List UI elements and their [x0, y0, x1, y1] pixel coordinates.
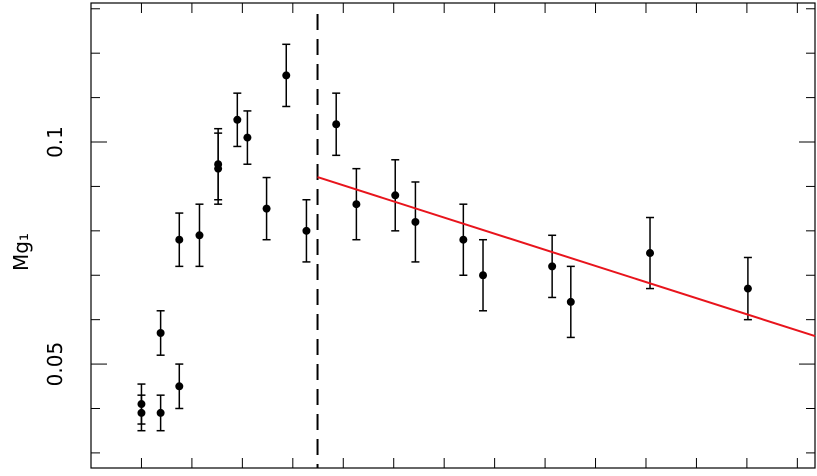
data-point [646, 249, 655, 258]
data-point [332, 120, 341, 129]
data-point [548, 262, 557, 271]
fit-line [317, 176, 816, 338]
data-point [743, 284, 752, 293]
data-point [214, 164, 223, 173]
data-point [233, 115, 242, 124]
data-point [459, 235, 468, 244]
data-point [566, 297, 575, 306]
data-point [411, 217, 420, 226]
data-point [243, 133, 252, 142]
y-tick-label: 0.1 [43, 126, 67, 158]
data-point [156, 328, 165, 337]
y-tick-label: 0.05 [43, 342, 67, 387]
data-point [391, 191, 400, 200]
data-point [352, 200, 361, 209]
data-point [137, 408, 146, 417]
data-point [302, 226, 311, 235]
data-point [195, 231, 204, 240]
data-point [175, 382, 184, 391]
data-point [175, 235, 184, 244]
plot-frame [90, 2, 816, 469]
y-axis-label: Mg₁ [9, 233, 33, 271]
data-point [282, 71, 291, 80]
data-point [156, 408, 165, 417]
data-point [479, 271, 488, 280]
data-point [262, 204, 271, 213]
